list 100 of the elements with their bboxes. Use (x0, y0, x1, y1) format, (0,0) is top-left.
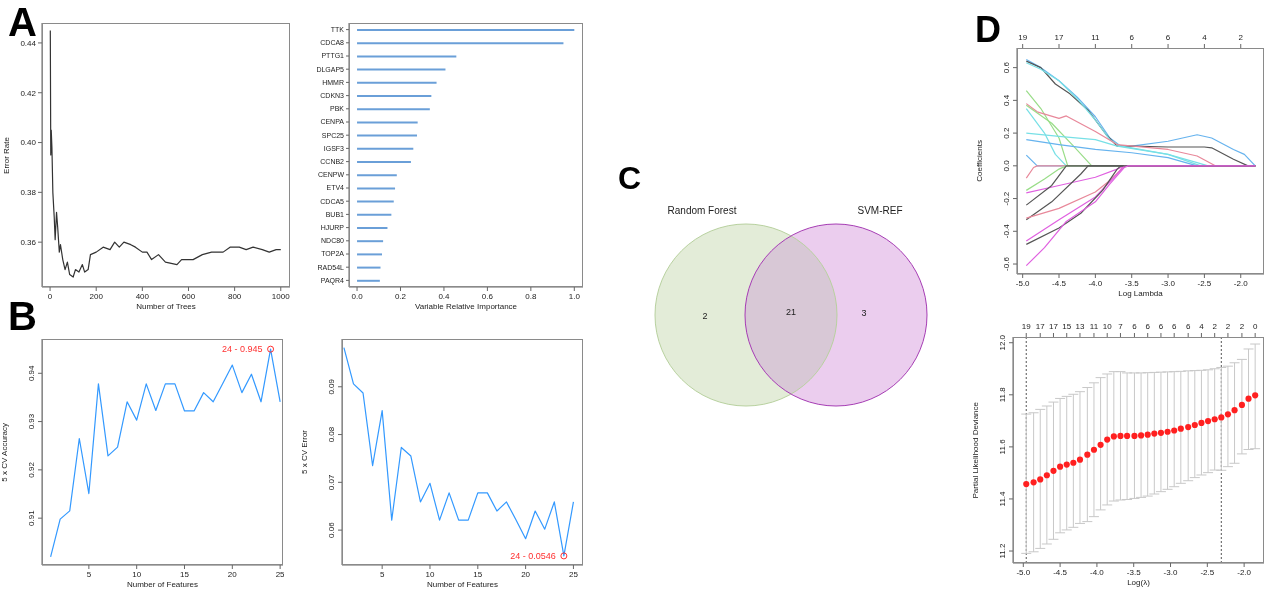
data-label: 2 (702, 311, 708, 322)
category-label: SVM-REF (857, 205, 903, 216)
text: 17 (1054, 33, 1065, 42)
y-tick-label: -0.2 (1002, 191, 1011, 206)
text: D (975, 9, 1001, 50)
x-tick-label: 5 (379, 569, 385, 579)
x-tick-label: 1000 (271, 291, 291, 301)
x-axis-title: Variable Relative Importance (413, 302, 519, 312)
y-axis-title: Coefficients (975, 140, 985, 182)
text: 11 (1089, 322, 1099, 331)
text: 6 (1185, 322, 1191, 331)
x-tick-label: 1.0 (568, 291, 581, 301)
y-tick-label: 0.92 (27, 461, 36, 478)
y-axis-title: 5 x CV Accuracy (0, 422, 10, 482)
x-tick-label: 0.8 (525, 291, 537, 301)
x-tick-label: 15 (473, 569, 483, 579)
y-tick-label: 0.08 (327, 426, 336, 443)
x-tick-label: 25 (275, 569, 286, 579)
y-tick-label: 0.94 (27, 364, 36, 382)
y-tick-label: 0.44 (20, 38, 37, 48)
text: C (618, 160, 642, 196)
text: 19 (1018, 33, 1028, 42)
annotation: 24 - 0.0546 (510, 551, 556, 562)
text: 6 (1129, 33, 1135, 42)
y-tick-label: 11.8 (998, 386, 1007, 403)
x-tick-label: -2.0 (1233, 278, 1249, 288)
x-axis-title: Log Lambda (1117, 289, 1164, 299)
x-tick-label: 10 (425, 569, 435, 579)
x-tick-label: -2.0 (1237, 567, 1252, 577)
text: 4 (1202, 33, 1208, 42)
text: 15 (1062, 322, 1072, 331)
y-tick-label: 0.06 (327, 521, 336, 538)
text: 6 (1165, 33, 1171, 42)
y-tick-label: 0.36 (20, 238, 37, 248)
x-tick-label: -3.5 (1124, 278, 1140, 288)
text: 2 (1225, 322, 1231, 331)
x-tick-label: 5 (86, 569, 92, 579)
x-tick-label: -4.5 (1052, 278, 1067, 288)
category-label: Random Forest (667, 205, 737, 216)
y-tick-label: -0.6 (1002, 256, 1011, 271)
text: 17 (1049, 322, 1059, 331)
x-tick-label: 800 (227, 291, 242, 301)
x-tick-label: -2.5 (1200, 567, 1215, 577)
x-tick-label: -3.0 (1161, 278, 1176, 288)
y-tick-label: 0.2 (1002, 126, 1011, 139)
text: 6 (1171, 322, 1177, 331)
text: 0 (1252, 322, 1258, 331)
x-tick-label: -5.0 (1015, 278, 1031, 288)
y-tick-label: 0.42 (20, 88, 37, 98)
x-tick-label: 25 (568, 569, 579, 579)
y-axis-title: Partial Likelihood Deviance (971, 401, 981, 499)
y-tick-label: -0.4 (1002, 223, 1011, 239)
y-tick-label: 0.6 (1002, 61, 1011, 74)
y-tick-label: 11.6 (998, 438, 1007, 455)
text: 2 (1239, 322, 1245, 331)
x-axis-title: Log(λ) (1126, 578, 1151, 588)
text: B (8, 294, 37, 338)
x-tick-label: 200 (89, 291, 104, 301)
x-tick-label: -5.0 (1016, 567, 1031, 577)
y-tick-label: 0.91 (27, 509, 36, 526)
y-tick-label: 11.4 (998, 490, 1007, 507)
text: 6 (1158, 322, 1164, 331)
x-axis-title: Number of Features (125, 580, 200, 590)
x-tick-label: 600 (181, 291, 196, 301)
y-tick-label: 0.38 (20, 188, 37, 198)
x-tick-label: 15 (180, 569, 190, 579)
y-tick-label: 0.93 (27, 413, 36, 430)
text: 13 (1075, 322, 1085, 331)
text: 6 (1145, 322, 1151, 331)
y-tick-label: 0.4 (1002, 94, 1011, 106)
y-tick-label: 11.2 (998, 542, 1007, 559)
text: 10 (1102, 322, 1113, 331)
data-label: 21 (785, 307, 797, 318)
y-tick-label: 12.0 (998, 334, 1007, 351)
x-axis-title: Number of Features (425, 580, 500, 590)
x-tick-label: 0.2 (394, 291, 407, 301)
y-tick-label: 0.40 (20, 138, 37, 148)
x-tick-label: -3.5 (1126, 567, 1142, 577)
text: 2 (1212, 322, 1218, 331)
text: 7 (1118, 322, 1124, 331)
text: 2 (1238, 33, 1244, 42)
x-axis-title: Number of Trees (135, 302, 197, 312)
annotation: 24 - 0.945 (222, 344, 263, 355)
text: 11 (1091, 33, 1101, 42)
x-tick-label: -4.0 (1088, 278, 1103, 288)
y-axis-title: Error Rate (2, 136, 12, 174)
text: 6 (1132, 322, 1138, 331)
y-axis-title: 5 x CV Error (300, 429, 310, 474)
x-tick-label: 0.4 (438, 291, 451, 301)
y-tick-label: 0.07 (327, 474, 336, 491)
x-tick-label: -2.5 (1197, 278, 1212, 288)
x-tick-label: -4.5 (1053, 567, 1068, 577)
x-tick-label: 10 (132, 569, 142, 579)
x-tick-label: 20 (521, 569, 531, 579)
text: 19 (1021, 322, 1032, 331)
x-tick-label: 0.6 (481, 291, 494, 301)
text: 17 (1035, 322, 1046, 331)
x-tick-label: 0 (47, 291, 53, 301)
x-tick-label: 0.0 (351, 291, 364, 301)
x-tick-label: 400 (135, 291, 150, 301)
